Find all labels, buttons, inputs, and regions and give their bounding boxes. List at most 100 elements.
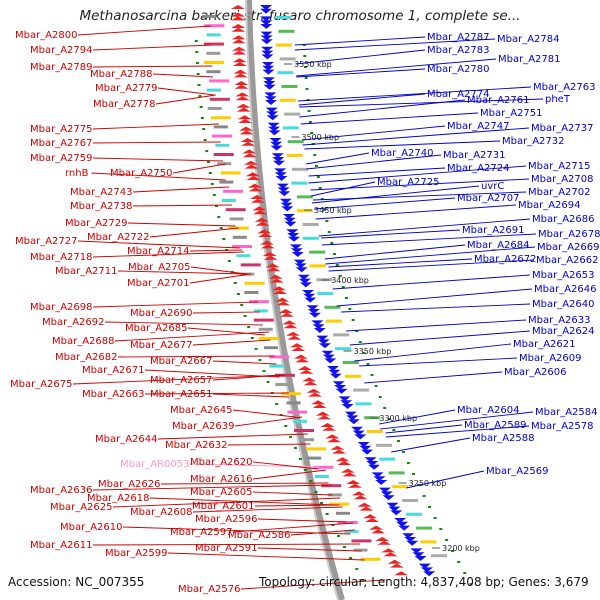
gc-marker [219,227,223,229]
gc-marker [217,216,221,218]
gc-marker [374,385,378,387]
reverse-gene-arrow [275,176,288,181]
kbp-label: 3550 kbp [294,60,332,69]
gc-marker [195,62,199,64]
reverse-gene-arrow [335,388,348,394]
gene-block [325,319,342,323]
forward-gene-arrow [291,347,306,351]
left-gene-label: Mbar_A2586 [228,530,291,541]
gc-marker [378,396,382,398]
reverse-gene-arrow [321,350,334,356]
gene-block [324,305,341,309]
gene-block [279,98,296,102]
reverse-gene-arrow [334,385,347,390]
reverse-gene-arrow [312,324,325,330]
right-gene-label: Mbar_A2584 [535,407,598,418]
gene-block [314,475,329,478]
forward-gene-arrow [289,343,304,348]
reverse-gene-arrow [266,111,279,117]
right-gene-label: Mbar_A2708 [531,174,594,185]
forward-gene-arrow [269,278,284,283]
forward-gene-arrow [332,449,347,454]
right-leader-line [321,229,461,239]
left-gene-label: Mbar_A2705 [128,262,191,273]
gene-block [277,71,294,75]
right-leader-line [300,112,479,125]
left-leader-line [92,44,212,51]
left-gene-label: Mbar_A2789 [30,62,93,73]
gc-marker [362,352,366,354]
gene-block [355,402,372,406]
forward-gene-arrow [232,58,247,63]
gc-marker [208,172,212,174]
gene-block [353,388,370,392]
left-leader-line [189,249,243,252]
left-leader-line [72,374,285,385]
left-gene-label: Mbar_A2718 [30,252,93,263]
gc-marker [355,568,359,570]
reverse-gene-arrow [262,65,275,71]
right-leader-line [308,167,446,177]
right-gene-label: Mbar_A2606 [504,367,567,378]
reverse-gene-arrow [382,495,395,501]
left-leader-line [149,227,239,238]
forward-gene-arrow [357,502,372,507]
gene-block [217,162,232,166]
forward-gene-arrow [262,252,277,256]
left-gene-label: Mbar_A2663 [82,389,145,400]
gene-block [287,410,308,414]
gc-marker [198,95,202,97]
right-gene-label: Mbar_A2694 [518,200,581,211]
gc-marker [439,528,443,530]
forward-gene-arrow [330,445,345,450]
reverse-gene-arrow [293,259,306,265]
forward-gene-arrow [359,506,374,511]
left-leader-line [212,393,289,398]
gc-marker [212,194,216,196]
gc-marker [316,176,320,178]
gc-marker [355,330,359,332]
forward-gene-arrow [257,229,272,234]
gene-block [353,548,368,552]
forward-gene-arrow [383,552,398,557]
forward-gene-arrow [231,27,246,32]
right-gene-label: Mbar_A2646 [534,284,597,295]
gc-marker [433,517,437,519]
gene-block [280,392,301,396]
gc-marker [199,106,203,108]
reverse-gene-arrow [263,84,276,90]
right-gene-label: Mbar_A2609 [519,353,582,364]
right-gene-label: Mbar_A2653 [532,270,595,281]
forward-gene-arrow [246,176,261,180]
left-gene-label: Mbar_A2767 [30,138,93,149]
forward-gene-arrow [250,195,265,199]
reverse-gene-arrow [373,476,386,482]
left-gene-label: Mbar_A2645 [170,405,233,416]
left-gene-label: Mbar_A2671 [82,365,145,376]
gc-marker [331,524,335,526]
forward-gene-arrow [271,286,286,291]
gene-block [286,154,303,157]
right-gene-label: Mbar_A2588 [472,433,535,444]
left-gene-label: Mbar_A2688 [52,336,115,347]
left-gene-label: Mbar_A2698 [30,302,93,313]
reverse-gene-arrow [313,328,326,333]
gc-marker [298,458,302,460]
gene-block [313,465,334,469]
left-leader-line [190,266,247,275]
right-leader-line [299,98,544,108]
forward-gene-arrow [253,210,268,215]
forward-gene-arrow [232,62,247,66]
reverse-gene-arrow [318,343,331,349]
right-gene-label: Mbar_A2702 [528,187,591,198]
gene-block [300,438,315,442]
reverse-gene-arrow [396,521,409,527]
left-gene-label: Mbar_A2597 [170,527,233,538]
right-leader-line [295,49,426,65]
right-leader-line [294,38,496,51]
backbone-arc [246,0,345,600]
gene-block [337,521,358,524]
right-gene-label: Mbar_A2787 [427,32,490,43]
gc-marker [463,572,467,574]
kbp-label: 3200 kbp [442,544,480,553]
